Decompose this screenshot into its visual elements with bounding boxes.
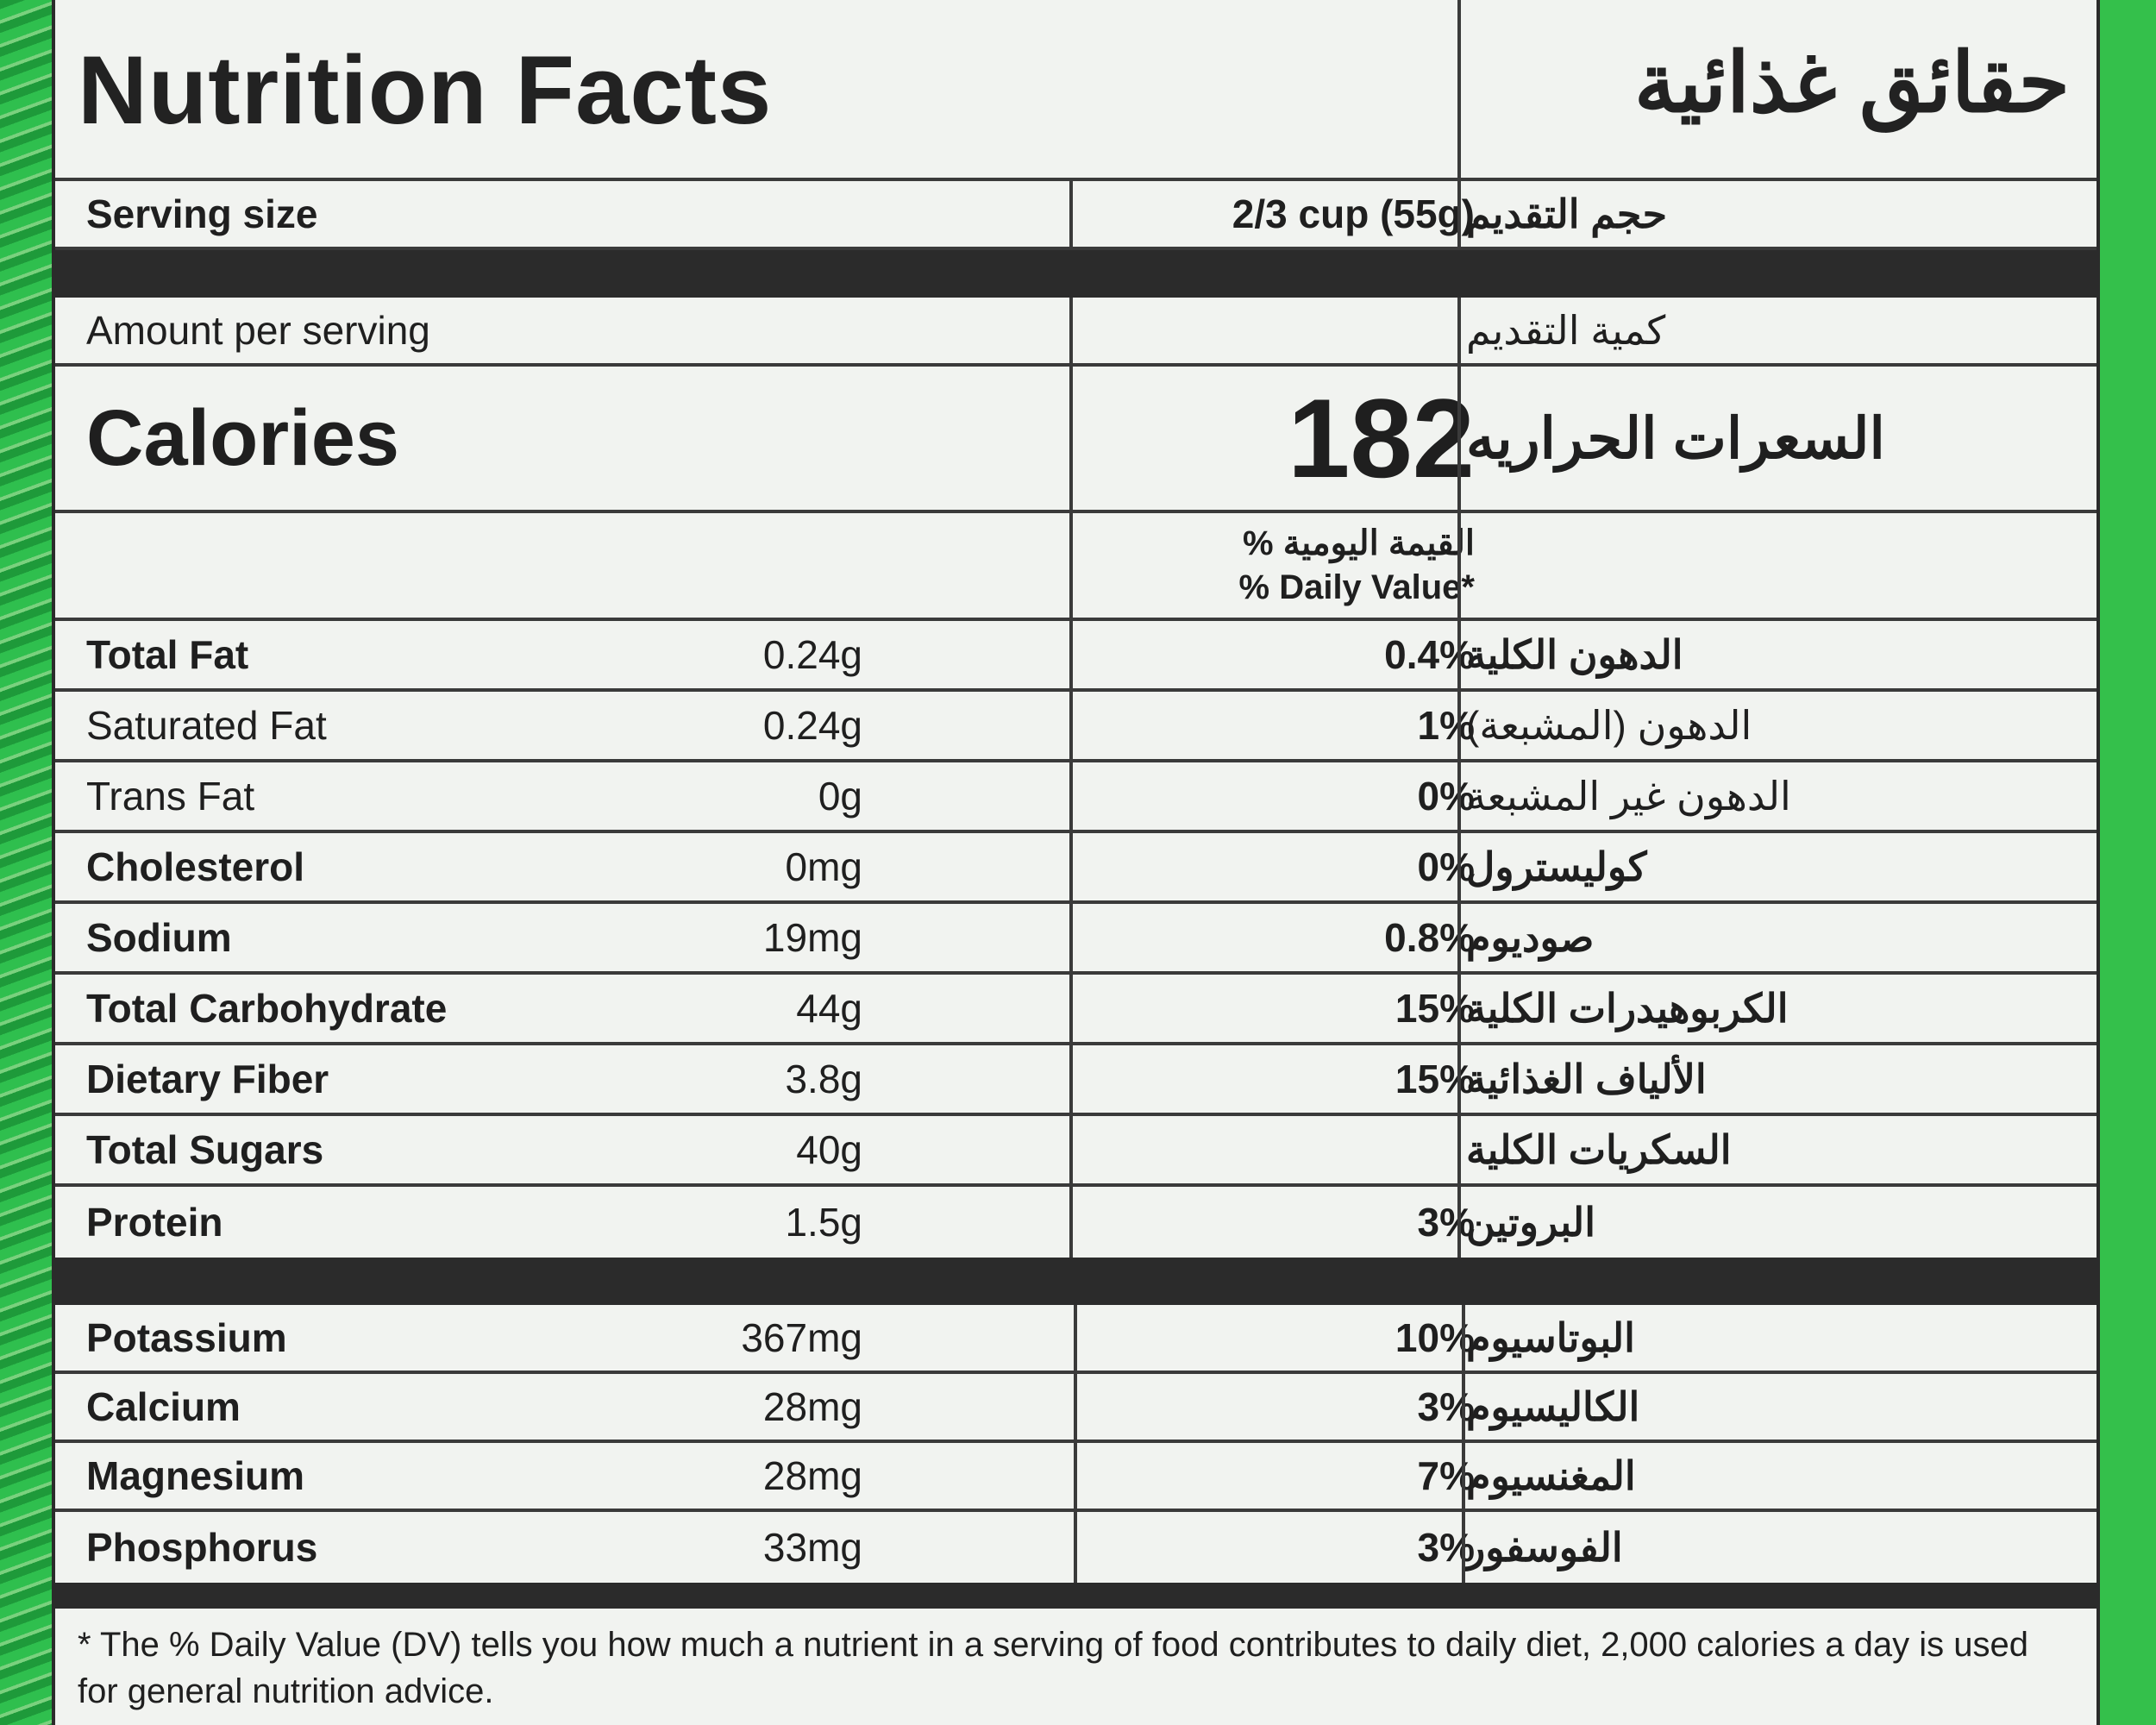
serving-label-ar: حجم التقديم (1466, 191, 1668, 236)
nutrient-name-ar: الكربوهيدرات الكلية (1466, 986, 1789, 1031)
nutrition-label: Nutrition Facts حقائق غذائية Serving siz… (52, 0, 2100, 1725)
nutrient-amount: 0.24g (762, 632, 862, 677)
nutrient-dv (1069, 1116, 1475, 1183)
mineral-dv: 3% (1417, 1525, 1475, 1570)
nutrient-row-trans-fat: Trans Fat 0g 0% الدهون غير المشبعة (52, 762, 2100, 833)
green-packaging-left (0, 0, 52, 1725)
label-border-left (52, 0, 55, 1725)
daily-value-header: القيمة اليومية % % Daily Value* (1069, 513, 1475, 618)
nutrient-dv: 0% (1417, 774, 1475, 819)
green-packaging-right (2100, 0, 2156, 1725)
mineral-dv: 7% (1417, 1453, 1475, 1498)
nutrient-amount: 3.8g (785, 1057, 862, 1101)
nutrient-amount: 40g (796, 1127, 862, 1172)
thick-divider-middle (52, 1258, 2100, 1305)
divider-line (1069, 298, 1073, 1258)
daily-value-header-ar: القيمة اليومية % (1243, 524, 1475, 562)
nutrient-name-ar: الدهون الكلية (1466, 632, 1683, 677)
nutrient-dv: 1% (1417, 703, 1475, 748)
calories-row: Calories 182 السعرات الحراريه (52, 367, 2100, 513)
nutrient-row-cholesterol: Cholesterol 0mg 0% كوليسترول (52, 833, 2100, 904)
nutrient-name: Saturated Fat (86, 703, 327, 748)
title-en: Nutrition Facts (78, 36, 773, 144)
calories-label-ar: السعرات الحراريه (1466, 405, 1885, 470)
nutrient-name-ar: الدهون (المشبعة) (1466, 703, 1752, 748)
mineral-dv: 3% (1417, 1384, 1475, 1429)
nutrient-row-protein: Protein 1.5g 3% البروتين (52, 1187, 2100, 1258)
title-ar: حقائق غذائية (1633, 37, 2070, 129)
nutrient-name: Protein (86, 1200, 223, 1245)
amount-label-ar: كمية التقديم (1466, 308, 1666, 353)
nutrient-name: Cholesterol (86, 844, 305, 889)
daily-value-header-row: القيمة اليومية % % Daily Value* (52, 513, 2100, 621)
nutrient-amount: 0g (818, 774, 862, 819)
mineral-name: Magnesium (86, 1453, 305, 1498)
divider-line (1074, 1305, 1077, 1583)
mineral-name: Calcium (86, 1384, 241, 1429)
mineral-name-ar: الكاليسيوم (1466, 1384, 1640, 1429)
nutrient-name: Total Sugars (86, 1127, 324, 1172)
nutrient-dv: 3% (1417, 1200, 1475, 1245)
divider-line (1457, 0, 1461, 250)
nutrient-row-sodium: Sodium 19mg 0.8% صوديوم (52, 904, 2100, 975)
nutrient-name: Trans Fat (86, 774, 255, 819)
nutrient-name: Total Fat (86, 632, 249, 677)
mineral-name: Phosphorus (86, 1525, 318, 1570)
nutrient-amount: 1.5g (785, 1200, 862, 1245)
nutrient-name-ar: الألياف الغذائية (1466, 1057, 1707, 1101)
divider-line (1457, 298, 1461, 1258)
nutrient-row-saturated-fat: Saturated Fat 0.24g 1% الدهون (المشبعة) (52, 692, 2100, 762)
mineral-name-ar: الفوسفور (1466, 1525, 1623, 1570)
nutrient-row-total-fat: Total Fat 0.24g 0.4% الدهون الكلية (52, 621, 2100, 692)
nutrient-name-ar: السكريات الكلية (1466, 1127, 1732, 1172)
nutrient-dv: 15% (1395, 986, 1475, 1031)
amount-label-en: Amount per serving (86, 308, 430, 353)
nutrient-row-total-carbohydrate: Total Carbohydrate 44g 15% الكربوهيدرات … (52, 975, 2100, 1045)
nutrient-row-total-sugars: Total Sugars 40g السكريات الكلية (52, 1116, 2100, 1187)
nutrient-dv: 0% (1417, 844, 1475, 889)
calories-label-en: Calories (86, 393, 400, 482)
nutrient-name-ar: الدهون غير المشبعة (1466, 774, 1791, 819)
title-row: Nutrition Facts حقائق غذائية (52, 0, 2100, 181)
nutrient-amount: 44g (796, 986, 862, 1031)
mineral-amount: 33mg (762, 1525, 862, 1570)
label-border-right (2096, 0, 2100, 1725)
daily-value-header-en: % Daily Value* (1238, 568, 1475, 606)
divider-line (1069, 181, 1073, 250)
calories-value: 182 (1288, 375, 1475, 501)
mineral-name-ar: المغنسيوم (1466, 1453, 1636, 1498)
mineral-dv: 10% (1395, 1315, 1475, 1360)
nutrient-amount: 0mg (785, 844, 862, 889)
mineral-amount: 367mg (741, 1315, 862, 1360)
nutrient-name-ar: البروتين (1466, 1200, 1595, 1245)
thick-divider-bottom (52, 1583, 2100, 1609)
footnote: * The % Daily Value (DV) tells you how m… (78, 1626, 2028, 1710)
mineral-name: Potassium (86, 1315, 287, 1360)
nutrient-name-ar: كوليسترول (1466, 844, 1647, 889)
mineral-row-phosphorus: Phosphorus 33mg 3% الفوسفور (52, 1512, 2100, 1583)
nutrient-amount: 19mg (762, 915, 862, 960)
mineral-amount: 28mg (762, 1384, 862, 1429)
nutrient-amount: 0.24g (762, 703, 862, 748)
nutrient-name: Total Carbohydrate (86, 986, 448, 1031)
mineral-name-ar: البوتاسيوم (1466, 1315, 1635, 1360)
serving-row: Serving size 2/3 cup (55g) حجم التقديم (52, 181, 2100, 250)
nutrient-name-ar: صوديوم (1466, 915, 1595, 960)
nutrient-dv: 0.4% (1384, 632, 1475, 677)
thick-divider-top (52, 250, 2100, 298)
nutrient-row-dietary-fiber: Dietary Fiber 3.8g 15% الألياف الغذائية (52, 1045, 2100, 1116)
divider-line (1462, 1305, 1465, 1583)
nutrient-dv: 15% (1395, 1057, 1475, 1101)
nutrient-dv: 0.8% (1384, 915, 1475, 960)
nutrient-name: Sodium (86, 915, 232, 960)
amount-row: Amount per serving كمية التقديم (52, 298, 2100, 367)
serving-label-en: Serving size (86, 191, 318, 236)
serving-value: 2/3 cup (55g) (1232, 191, 1475, 236)
mineral-amount: 28mg (762, 1453, 862, 1498)
nutrient-name: Dietary Fiber (86, 1057, 329, 1101)
